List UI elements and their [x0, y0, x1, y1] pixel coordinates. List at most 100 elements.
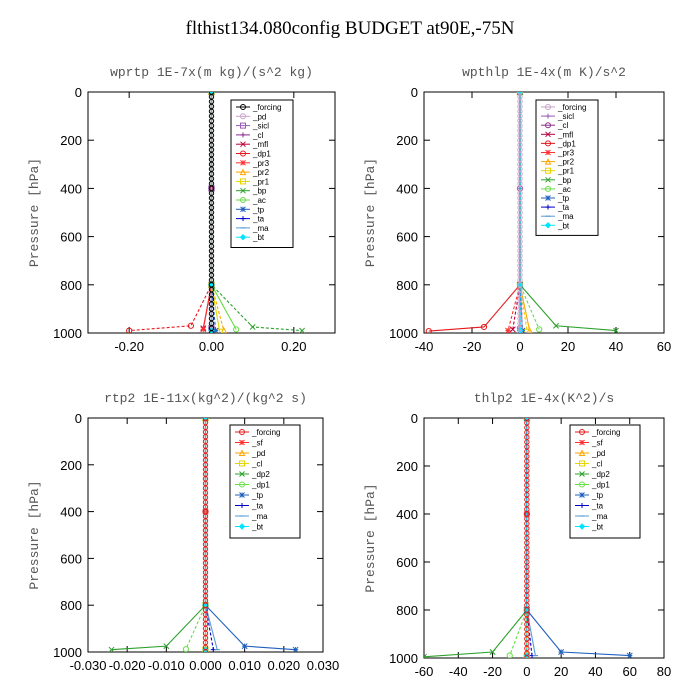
legend-label: _dp2: [251, 470, 270, 479]
marker-triangle: [544, 157, 552, 165]
marker-cross: [545, 131, 551, 138]
marker-triangle: [239, 168, 247, 176]
y-tick-label: 0: [411, 411, 418, 426]
marker-circle: [517, 330, 523, 333]
y-axis-label: Pressure [hPa]: [27, 480, 42, 589]
marker-cross: [240, 187, 246, 194]
legend-label: _pr1: [252, 177, 270, 186]
y-axis-label: Pressure [hPa]: [363, 483, 378, 592]
x-tick-label: 0.000: [189, 658, 222, 673]
legend-label: _bp: [252, 187, 267, 196]
marker-cross: [240, 141, 246, 148]
marker-cross: [553, 322, 559, 329]
marker-star: [579, 492, 585, 498]
legend-label: _cl: [557, 121, 568, 130]
legend-label: _dp1: [252, 150, 271, 159]
legend-label: _bt: [591, 523, 604, 532]
marker-circle: [425, 327, 432, 333]
legend-label: _ma: [591, 512, 608, 521]
y-tick-label: 1000: [389, 651, 418, 666]
legend-label: _ma: [557, 212, 574, 221]
legend-label: _bt: [251, 523, 264, 532]
plot-title: wpthlp 1E-4x(m K)/s^2: [462, 65, 626, 80]
marker-circle: [202, 649, 209, 652]
legend-label: _ma: [251, 512, 268, 521]
marker-star: [239, 439, 245, 446]
marker-circle: [579, 481, 585, 488]
marker-circle: [240, 150, 246, 157]
marker-star: [239, 492, 245, 498]
marker-cross: [249, 324, 256, 330]
legend-label: _forcing: [251, 428, 280, 437]
legend-label: _cl: [591, 460, 602, 469]
marker-square: [239, 460, 245, 467]
marker-star: [545, 149, 551, 156]
x-tick-label: 20: [554, 664, 568, 679]
legend-label: _ac: [557, 185, 571, 194]
marker-circle: [480, 323, 488, 331]
legend-label: _mfl: [252, 140, 268, 149]
marker-star: [241, 643, 248, 650]
legend-label: _tp: [557, 194, 570, 203]
x-tick-label: -0.20: [114, 339, 144, 354]
marker-cross: [424, 653, 427, 658]
marker-star: [200, 326, 207, 333]
legend-label: _dp2: [591, 470, 610, 479]
marker-diamond: [238, 523, 246, 530]
plot-panel-3: rtp2 1E-11x(kg^2)/(kg^2 s) Pressure [hPa]…: [27, 391, 339, 673]
marker-circle: [545, 122, 551, 129]
legend-label: _dp1: [591, 481, 610, 490]
plot-title: rtp2 1E-11x(kg^2)/(kg^2 s): [104, 391, 307, 406]
x-tick-label: 0.20: [281, 339, 306, 354]
x-tick-label: 0.020: [268, 658, 301, 673]
legend-label: _bt: [252, 233, 265, 242]
y-tick-label: 0: [411, 85, 418, 100]
marker-star: [545, 195, 551, 201]
x-tick-label: 0.010: [228, 658, 261, 673]
y-axis-label: Pressure [hPa]: [27, 158, 42, 267]
series-line-dp1: [185, 418, 207, 650]
legend-label: _sf: [251, 439, 263, 448]
x-tick-label: 20: [561, 339, 575, 354]
series-line-dp1: [428, 92, 521, 332]
x-tick-label: 0: [516, 339, 523, 354]
marker-cross: [299, 327, 306, 333]
legend-label: _ta: [251, 502, 264, 511]
series-line-dp2: [111, 418, 207, 651]
plot-frame: [423, 417, 665, 659]
x-tick-label: 60: [657, 339, 671, 354]
marker-square: [545, 167, 551, 174]
y-tick-label: 200: [60, 133, 82, 148]
y-tick-label: 1000: [389, 326, 418, 341]
legend-label: _ac: [252, 196, 266, 205]
x-tick-label: -20: [463, 339, 482, 354]
marker-triangle: [526, 326, 533, 333]
marker-circle: [545, 140, 551, 147]
marker-circle: [524, 655, 530, 658]
marker-circle: [506, 652, 513, 658]
marker-square: [240, 178, 246, 185]
y-tick-label: 800: [396, 278, 418, 293]
x-tick-label: -0.010: [148, 658, 185, 673]
marker-star: [240, 206, 246, 213]
marker-circle: [545, 185, 551, 192]
x-tick-label: -0.030: [70, 658, 107, 673]
legend-label: _pr1: [557, 167, 575, 176]
marker-cross: [579, 471, 585, 477]
legend-label: _pd: [251, 449, 265, 458]
legend-label: _sf: [591, 439, 603, 448]
legend-label: _ma: [252, 224, 269, 233]
legend-label: _pr3: [252, 159, 270, 168]
legend-label: _cl: [252, 131, 263, 140]
legend-box: [229, 424, 301, 539]
series-group: [425, 92, 619, 333]
marker-circle: [187, 322, 195, 329]
marker-cross: [545, 176, 551, 183]
legend-label: _ta: [591, 502, 604, 511]
marker-star: [558, 649, 565, 655]
marker-circle: [126, 327, 133, 333]
series-group: [108, 418, 299, 652]
marker-circle: [545, 104, 551, 110]
marker-circle: [240, 104, 246, 110]
legend-label: _tp: [251, 491, 264, 500]
